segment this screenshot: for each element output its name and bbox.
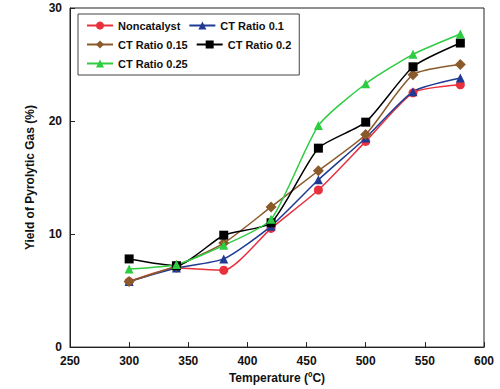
svg-text:450: 450 [297, 354, 317, 368]
svg-text:250: 250 [60, 354, 80, 368]
svg-text:Noncatalyst: Noncatalyst [118, 20, 181, 32]
svg-text:Temperature (ºC): Temperature (ºC) [229, 371, 325, 385]
svg-text:300: 300 [119, 354, 139, 368]
svg-text:CT Ratio 0.25: CT Ratio 0.25 [118, 58, 188, 70]
svg-text:550: 550 [415, 354, 435, 368]
svg-text:350: 350 [178, 354, 198, 368]
svg-text:600: 600 [474, 354, 494, 368]
svg-text:0: 0 [55, 340, 62, 354]
svg-text:400: 400 [237, 354, 257, 368]
svg-text:Yield of Pyrolytic Gas (%): Yield of Pyrolytic Gas (%) [23, 105, 37, 250]
svg-text:CT Ratio 0.2: CT Ratio 0.2 [228, 39, 292, 51]
svg-text:10: 10 [49, 227, 63, 241]
svg-text:CT Ratio 0.1: CT Ratio 0.1 [220, 20, 284, 32]
svg-text:500: 500 [356, 354, 376, 368]
svg-text:30: 30 [49, 1, 63, 15]
svg-text:CT Ratio 0.15: CT Ratio 0.15 [118, 39, 188, 51]
svg-text:20: 20 [49, 114, 63, 128]
